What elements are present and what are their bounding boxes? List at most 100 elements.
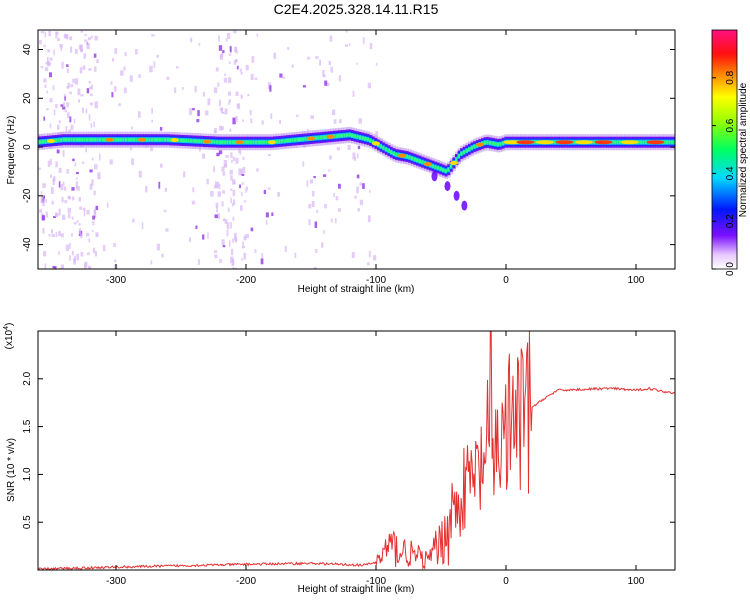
spectrogram-noise-mark — [227, 77, 232, 84]
spectrogram-noise-mark — [336, 147, 340, 151]
spectrogram-noise-mark — [238, 147, 242, 153]
spectrogram-noise-mark — [38, 167, 41, 170]
spectrogram-noise-mark — [71, 187, 75, 191]
spectrogram-ridge-cell — [358, 136, 363, 139]
spectrogram-noise-mark — [194, 85, 197, 93]
spectrogram-noise-mark — [93, 190, 96, 195]
spectrogram-ridge-cell — [39, 140, 43, 144]
spectrogram-noise-mark — [164, 187, 168, 192]
spectrogram-noise-mark — [245, 64, 249, 71]
spectrogram-noise-mark — [82, 161, 84, 164]
spectrogram-noise-mark — [132, 218, 135, 223]
snr-panel: -300 -200 -100 0 100 0.5 1.0 1.5 2.0 (x104) Heig… — [3, 323, 676, 595]
spectrogram-ridge-cell — [54, 139, 58, 142]
spectrogram-noise-mark — [70, 124, 74, 131]
snr-y-tick-label: 1.5 — [22, 419, 33, 433]
spectrogram-noise-mark — [220, 54, 223, 58]
spectrogram-noise-mark — [222, 171, 226, 176]
spectrogram-noise-mark — [260, 258, 264, 265]
spectrogram-noise-mark — [51, 234, 55, 238]
spectrogram-ridge-cell — [663, 140, 667, 144]
spectrogram-noise-mark — [45, 211, 48, 218]
colorbar-tick-label: 0.4 — [725, 166, 736, 180]
spectrogram-y-tick-label: -40 — [22, 237, 33, 252]
spectrogram-ridge-cell — [366, 137, 370, 141]
spectrogram-noise-mark — [67, 82, 70, 88]
spectrogram-noise-mark — [356, 62, 358, 65]
spectrogram-noise-mark — [243, 235, 247, 241]
spectrogram-noise-mark — [113, 243, 116, 248]
spectrogram-noise-mark — [43, 251, 47, 257]
spectrogram-noise-mark — [306, 180, 309, 187]
spectrogram-ridge-cell — [413, 157, 417, 161]
spectrogram-hotspot — [372, 141, 380, 146]
spectrogram-noise-mark — [82, 65, 86, 70]
spectrogram-noise-mark — [375, 131, 379, 138]
spectrogram-noise-mark — [279, 119, 281, 124]
spectrogram-noise-mark — [88, 114, 91, 121]
spectrogram-noise-mark — [235, 236, 238, 243]
spectrogram-noise-mark — [198, 43, 201, 46]
spectrogram-noise-mark — [307, 56, 310, 60]
spectrogram-noise-mark — [221, 201, 224, 207]
spectrogram-noise-mark — [217, 82, 220, 87]
spectrogram-noise-mark — [234, 232, 237, 240]
spectrogram-ridge-cell — [257, 140, 261, 144]
spectrogram-ridge-cell — [637, 140, 641, 144]
spectrogram-noise-mark — [99, 153, 101, 161]
spectrogram-noise-mark — [197, 259, 200, 265]
spectrogram-noise-mark — [62, 106, 66, 110]
spectrogram-ridge-cell — [158, 138, 162, 142]
spectrogram-noise-mark — [111, 92, 114, 98]
spectrogram-noise-mark — [243, 252, 247, 260]
spectrogram-ridge-cell — [210, 140, 214, 144]
colorbar: 0.0 0.2 0.4 0.6 0.8 Normalized spectral ampl… — [711, 29, 749, 276]
spectrogram-noise-mark — [95, 232, 99, 237]
spectrogram-noise-mark — [273, 52, 277, 59]
spectrogram-branch-mark — [444, 181, 451, 192]
spectrogram-ridge-cell — [460, 152, 464, 156]
spectrogram-noise-mark — [227, 207, 230, 212]
spectrogram-noise-mark — [165, 228, 169, 232]
spectrogram-noise-mark — [94, 251, 97, 257]
spectrogram-noise-mark — [52, 178, 55, 185]
spectrogram-noise-mark — [230, 152, 233, 158]
spectrogram-ridge-cell — [332, 134, 337, 138]
spectrogram-ridge-cell — [226, 140, 230, 144]
spectrogram-noise-mark — [85, 108, 88, 114]
spectrogram-noise-mark — [94, 208, 96, 214]
spectrogram-noise-mark — [41, 196, 45, 203]
spectrogram-noise-mark — [40, 197, 43, 203]
spectrogram-noise-mark — [91, 230, 94, 232]
spectrogram-noise-mark — [224, 73, 226, 77]
spectrogram-noise-mark — [302, 161, 305, 167]
spectrogram-noise-mark — [250, 118, 253, 124]
spectrogram-ridge-cell — [382, 146, 386, 150]
spectrogram-ridge-cell — [379, 144, 383, 148]
spectrogram-ridge-cell — [184, 139, 188, 143]
spectrogram-ridge-cell — [163, 138, 168, 142]
spectrogram-noise-mark — [47, 160, 51, 167]
spectrogram-noise-mark — [237, 103, 241, 110]
spectrogram-noise-mark — [291, 64, 294, 68]
spectrogram-noise-mark — [218, 99, 221, 107]
spectrogram-noise-mark — [149, 65, 153, 73]
spectrogram-noise-mark — [192, 108, 195, 111]
spectrogram-noise-mark — [334, 218, 337, 224]
spectrogram-noise-mark — [53, 49, 55, 56]
spectrogram-noise-mark — [90, 35, 93, 39]
spectrogram-noise-mark — [229, 169, 233, 175]
spectrogram-noise-mark — [222, 190, 225, 194]
spectrogram-noise-mark — [114, 86, 117, 92]
colorbar-label: Normalized spectral amplitude — [738, 82, 749, 217]
spectrogram-noise-mark — [338, 75, 341, 82]
spectrogram-noise-mark — [39, 40, 42, 45]
spectrogram-noise-mark — [368, 251, 371, 258]
spectrogram-ridge-cell — [38, 140, 40, 144]
spectrogram-noise-mark — [69, 255, 71, 261]
spectrogram-ridge-cell — [317, 136, 321, 140]
snr-x-tick-label: 0 — [503, 576, 509, 587]
spectrogram-noise-mark — [110, 81, 113, 85]
